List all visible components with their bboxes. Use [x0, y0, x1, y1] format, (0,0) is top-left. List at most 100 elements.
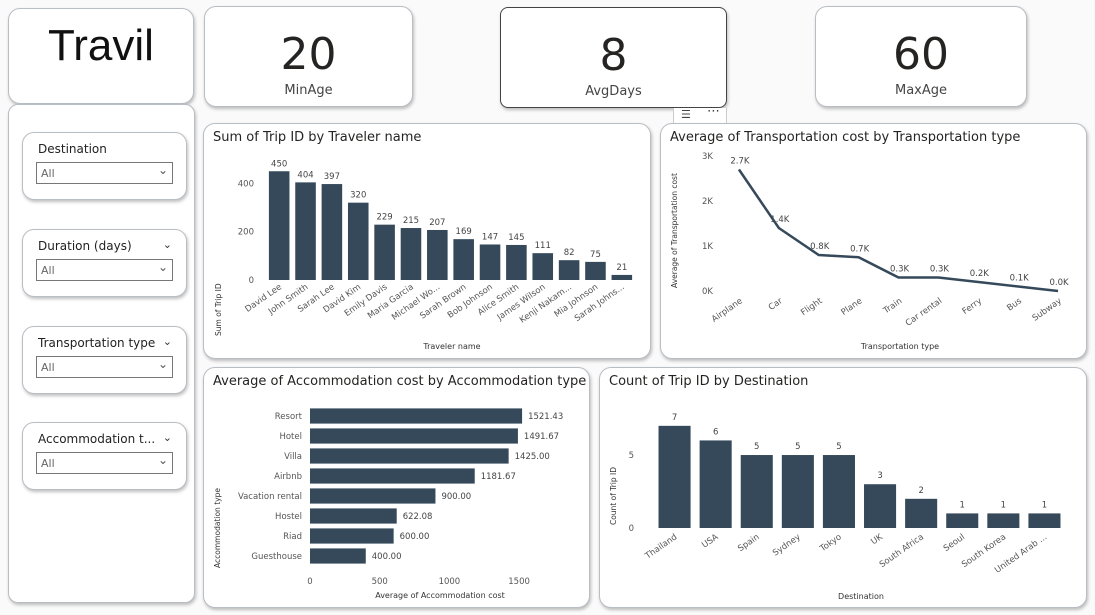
- x-tick-label: Plane: [839, 296, 864, 318]
- kpi-value: 8: [599, 30, 628, 81]
- destination-dropdown[interactable]: All ⌄: [36, 162, 173, 184]
- y-axis-title: Average of Transportation cost: [670, 173, 679, 288]
- bar: [310, 428, 518, 444]
- data-label: 6: [713, 427, 718, 437]
- kpi-card-min-age[interactable]: 20 MinAge: [204, 6, 413, 107]
- data-label: 1491.67: [524, 432, 559, 442]
- chart-title: Sum of Trip ID by Traveler name: [213, 130, 422, 145]
- more-options-icon[interactable]: ⋯: [707, 104, 720, 119]
- bar: [987, 513, 1020, 528]
- data-label: 229: [376, 213, 392, 223]
- data-label: 1.4K: [770, 215, 790, 225]
- chevron-down-icon[interactable]: ⌄: [162, 238, 172, 251]
- slicer-duration[interactable]: Duration (days) ⌄ All ⌄: [22, 229, 187, 297]
- accommodation-dropdown[interactable]: All ⌄: [36, 452, 173, 474]
- bar: [658, 425, 691, 528]
- data-label: 400.00: [372, 552, 402, 562]
- bar: [310, 468, 475, 484]
- slicer-transportation-type[interactable]: Transportation type ⌄ All ⌄: [22, 326, 187, 394]
- slicer-destination[interactable]: Destination All ⌄: [22, 132, 187, 200]
- kpi-card-avg-days[interactable]: 8 AvgDays: [500, 7, 727, 108]
- x-tick-label: 1500: [508, 577, 530, 587]
- bar: [374, 224, 395, 280]
- data-label: 0.1K: [1010, 274, 1030, 284]
- data-label: 0.2K: [970, 269, 990, 279]
- data-label: 111: [535, 241, 551, 251]
- x-tick-label: Flight: [799, 296, 825, 318]
- x-tick-label: Car: [767, 296, 785, 313]
- data-label: 0.3K: [890, 265, 910, 275]
- dropdown-value: All: [41, 457, 55, 470]
- y-tick-label: 400: [238, 179, 254, 189]
- x-axis-title: Traveler name: [422, 342, 480, 351]
- data-label: 1181.67: [481, 472, 516, 482]
- chart-accommodation-cost[interactable]: Average of Accommodation cost by Accommo…: [203, 367, 590, 608]
- kpi-label: MinAge: [284, 83, 333, 98]
- x-tick-label: 0: [307, 577, 312, 587]
- chevron-down-icon: ⌄: [157, 357, 168, 371]
- x-tick-label: Spain: [736, 532, 761, 554]
- bar-chart: Count of Trip ID Destination 0 5 7 Thailand…: [609, 413, 1061, 601]
- slicer-accommodation-type[interactable]: Accommodation t... ⌄ All ⌄: [22, 422, 187, 490]
- bar: [295, 182, 316, 280]
- y-tick-label: Vacation rental: [238, 492, 302, 502]
- x-axis-title: Transportation type: [860, 342, 939, 351]
- data-label: 207: [429, 218, 445, 228]
- slicer-label: Transportation type: [38, 336, 156, 350]
- bar: [611, 274, 633, 280]
- x-tick-label: Seoul: [942, 532, 967, 554]
- chevron-down-icon[interactable]: ⌄: [162, 431, 172, 444]
- y-tick-label: Airbnb: [274, 472, 302, 482]
- data-label: 0.7K: [850, 244, 870, 254]
- y-tick-label: 0: [249, 276, 254, 286]
- data-label: 1425.00: [515, 452, 550, 462]
- chart-title: Count of Trip ID by Destination: [609, 374, 809, 389]
- app-title: Travil: [48, 21, 154, 70]
- dropdown-value: All: [41, 167, 55, 180]
- kpi-value: 20: [280, 29, 337, 80]
- bar: [310, 408, 523, 424]
- data-label: 215: [403, 216, 419, 226]
- y-tick-label: 3K: [702, 152, 713, 162]
- x-tick-label: Sydney: [771, 532, 803, 558]
- x-tick-label: Ferry: [961, 296, 984, 317]
- x-tick-label: USA: [700, 532, 720, 550]
- x-tick-label: Subway: [1031, 296, 1064, 323]
- x-tick-label: South Africa: [878, 532, 926, 570]
- data-label: 2: [918, 486, 923, 496]
- chevron-down-icon[interactable]: ⌄: [162, 335, 172, 348]
- dropdown-value: All: [41, 264, 55, 277]
- data-label: 5: [836, 442, 841, 452]
- bar: [427, 229, 448, 280]
- data-label: 450: [271, 159, 287, 169]
- chart-transport-cost[interactable]: Average of Transportation cost by Transp…: [660, 123, 1087, 359]
- title-card: Travil: [8, 8, 194, 104]
- x-axis-title: Destination: [838, 592, 884, 601]
- chevron-down-icon: ⌄: [157, 163, 168, 177]
- kpi-card-max-age[interactable]: 60 MaxAge: [815, 6, 1027, 107]
- bar-chart: Sum of Trip ID Traveler name 0200400450D…: [214, 159, 633, 351]
- data-label: 0.8K: [810, 242, 830, 252]
- duration-dropdown[interactable]: All ⌄: [36, 259, 173, 281]
- y-axis-title-text: Sum of Trip ID: [214, 283, 223, 336]
- y-tick-label: 0: [629, 524, 634, 534]
- data-label: 397: [324, 172, 340, 182]
- data-label: 82: [564, 248, 575, 258]
- bar: [1028, 513, 1061, 528]
- data-label: 147: [482, 232, 498, 242]
- filter-menu-icon[interactable]: ☰: [681, 108, 691, 121]
- data-label: 320: [350, 191, 366, 201]
- y-axis-title: Count of Trip ID: [609, 467, 618, 525]
- y-tick-label: Hostel: [275, 512, 302, 522]
- y-tick-label: Villa: [284, 452, 302, 462]
- y-axis-title: Accommodation type: [213, 488, 222, 568]
- chart-trips-by-traveler[interactable]: Sum of Trip ID by Traveler name Sum of T…: [203, 123, 651, 359]
- data-label: 5: [795, 442, 800, 452]
- y-tick-label: 5: [629, 451, 634, 461]
- data-label: 622.08: [403, 512, 433, 522]
- transportation-dropdown[interactable]: All ⌄: [36, 356, 173, 378]
- horizontal-bar-chart: Accommodation type Average of Accommodat…: [213, 408, 563, 600]
- line-chart: Average of Transportation cost Transport…: [670, 152, 1069, 351]
- bar: [585, 261, 606, 280]
- chart-trips-by-destination[interactable]: Count of Trip ID by Destination Count of…: [599, 367, 1087, 608]
